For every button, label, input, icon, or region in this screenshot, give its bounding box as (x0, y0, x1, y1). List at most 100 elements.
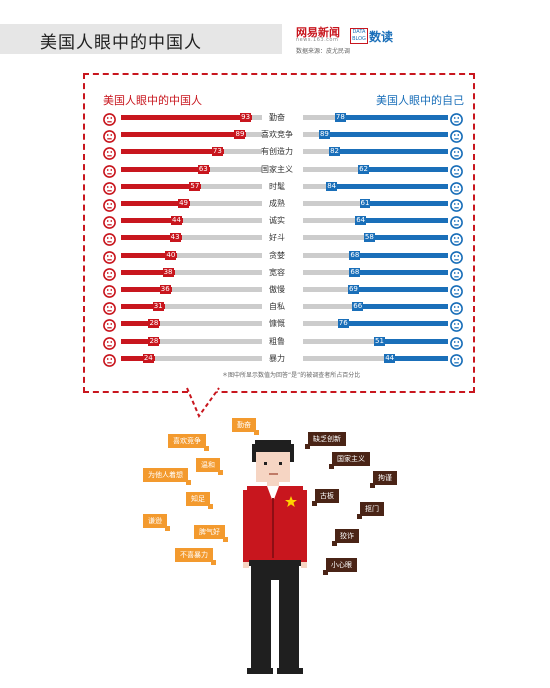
comparison-row: 93 勤奋 78 (0, 111, 550, 128)
comparison-row: 40 贪婪 68 (0, 249, 550, 266)
face-icon-left (103, 317, 116, 333)
face-icon-left (103, 163, 116, 178)
comparison-row: 28 粗鲁 51 (0, 335, 550, 352)
trait-label: 喜欢竞争 (261, 130, 293, 140)
speech-bubble-tail (185, 386, 225, 418)
left-bar-track (121, 269, 262, 275)
tag-wei-taren-zhuoxiang: 为他人着想 (143, 468, 191, 485)
face-icon-right (450, 266, 463, 281)
face-icon-right (450, 335, 463, 350)
person-face (256, 452, 290, 482)
trait-label: 国家主义 (261, 164, 293, 174)
comparison-row: 49 成熟 61 (0, 197, 550, 214)
person-jacket (243, 486, 307, 562)
face-icon-left (103, 214, 116, 230)
comparison-row: 38 宽容 68 (0, 266, 550, 283)
left-bar-fill (121, 269, 175, 275)
right-bar-fill (384, 355, 448, 361)
right-bar-value: 82 (329, 147, 341, 157)
left-bar-fill (121, 321, 161, 327)
face-icon-right (450, 249, 463, 264)
trait-label: 成熟 (269, 199, 285, 208)
trait-label: 诚实 (269, 216, 285, 226)
right-bar-fill (359, 201, 448, 206)
comparison-row: 73 有创造力 82 (0, 145, 550, 162)
face-icon-left (103, 283, 116, 298)
trait-label: 有创造力 (261, 147, 293, 157)
comparison-row: 43 好斗 58 (0, 231, 550, 248)
face-icon-right (450, 180, 463, 195)
right-bar-track (303, 355, 448, 361)
comparison-row: 57 时髦 84 (0, 180, 550, 197)
right-bar-value: 44 (384, 353, 396, 363)
person-mouth (269, 473, 278, 475)
person-shoe-right (277, 668, 303, 674)
face-icon-left (103, 197, 116, 212)
left-bar-value: 44 (171, 216, 182, 226)
right-bar-fill (349, 252, 448, 258)
tag-jiaozha: 狡诈 (332, 529, 359, 546)
trait-label: 傲慢 (269, 285, 285, 294)
tag-juji: 拘谨 (370, 471, 397, 488)
tag-zhizu: 知足 (186, 492, 213, 509)
face-icon-right (450, 128, 463, 144)
pixel-person-figure (243, 440, 307, 674)
brand-block: 网易新闻 news.163.com 数据来源：皮尤民调 DATA BLOG 数读 (296, 24, 396, 60)
left-bar-value: 40 (165, 250, 177, 260)
left-bar-fill (121, 132, 247, 138)
right-bar-value: 76 (337, 319, 349, 329)
face-icon-right (450, 197, 463, 212)
star-badge-icon (285, 496, 297, 507)
left-bar-fill (121, 235, 182, 241)
right-bar-value: 68 (349, 250, 361, 260)
left-bar-value: 31 (152, 302, 164, 312)
right-bar-value: 64 (355, 216, 367, 226)
trait-label: 慷慨 (269, 319, 285, 329)
right-bar-fill (352, 304, 448, 310)
tag-guban: 古板 (312, 489, 339, 506)
person-eye-left (264, 462, 267, 465)
trait-label: 自私 (269, 302, 285, 312)
comparison-row: 31 自私 66 (0, 300, 550, 317)
person-eye-right (279, 462, 282, 465)
left-bar-track (121, 235, 262, 241)
right-bar-fill (355, 218, 448, 224)
face-icon-right (450, 283, 463, 298)
face-icon-right (450, 352, 463, 367)
person-belt (249, 560, 301, 566)
right-bar-value: 66 (352, 302, 364, 312)
right-bar-fill (358, 166, 448, 172)
left-bar-value: 38 (162, 267, 174, 277)
left-bar-fill (121, 304, 165, 310)
left-bar-value: 36 (159, 285, 171, 294)
face-icon-left (103, 352, 116, 367)
left-bar-track (121, 218, 262, 224)
face-icon-left (103, 128, 116, 144)
right-bar-fill (329, 149, 448, 155)
person-shoe-left (247, 668, 273, 674)
face-icon-right (450, 300, 463, 316)
left-bar-fill (121, 149, 224, 155)
left-bar-fill (121, 287, 172, 292)
left-chart-title: 美国人眼中的中国人 (103, 94, 202, 107)
face-icon-right (450, 163, 463, 178)
person-hand-left (243, 562, 249, 568)
left-bar-fill (121, 115, 253, 120)
left-bar-fill (121, 218, 184, 224)
right-bar-value: 51 (374, 336, 385, 346)
data-blog-badge: DATA BLOG (350, 28, 368, 44)
left-bar-fill (121, 166, 210, 172)
person-hand-right (301, 562, 307, 568)
left-bar-value: 49 (178, 199, 189, 208)
trait-label: 时髦 (269, 181, 285, 191)
page-title: 美国人眼中的中国人 (40, 33, 202, 53)
face-icon-right (450, 317, 463, 333)
tag-xiaoxin-yan: 小心眼 (323, 558, 357, 575)
right-bar-fill (347, 287, 448, 292)
left-bar-track (121, 252, 262, 258)
tag-quefa-chuangxin: 缺乏创新 (305, 432, 346, 449)
left-bar-value: 24 (142, 353, 154, 363)
tag-xihuan-jingzheng: 喜欢竞争 (168, 434, 209, 451)
right-bar-value: 69 (347, 285, 359, 294)
left-bar-track (121, 304, 262, 310)
